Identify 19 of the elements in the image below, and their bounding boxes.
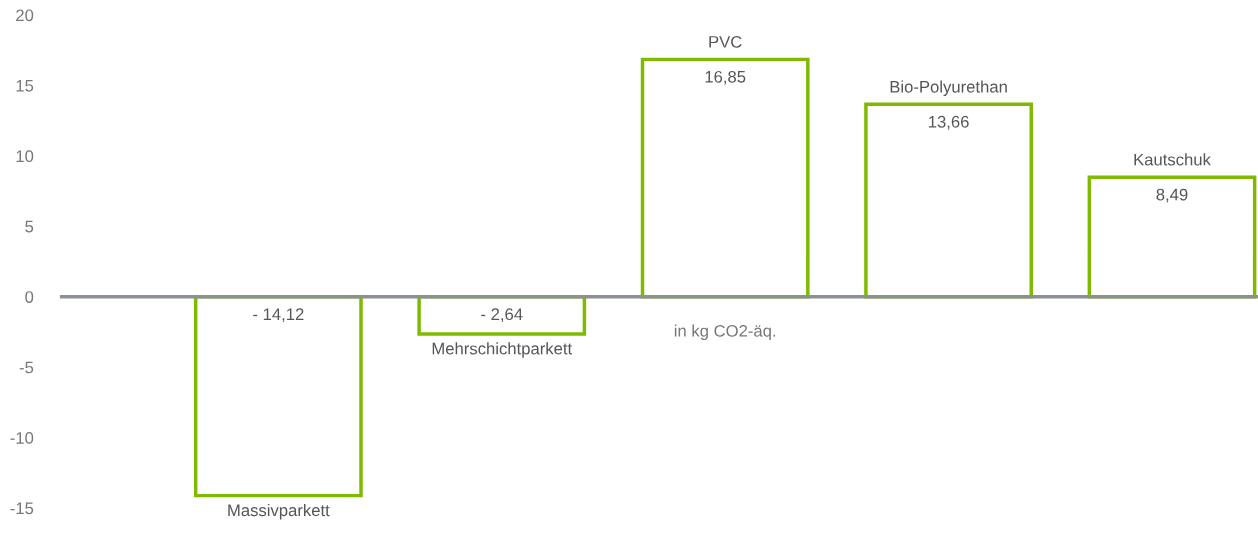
y-tick-label: 0 bbox=[25, 291, 34, 303]
data-label: - 14,12 bbox=[253, 308, 304, 323]
y-tick-label: 10 bbox=[16, 150, 34, 163]
y-tick-label: -5 bbox=[19, 361, 34, 374]
y-tick-label: 20 bbox=[16, 9, 34, 22]
data-label: 8,49 bbox=[1156, 188, 1188, 203]
y-tick-label: -15 bbox=[10, 502, 34, 515]
data-label: 13,66 bbox=[929, 115, 969, 130]
data-label: 16,85 bbox=[705, 70, 746, 85]
annotation: in kg CO2-äq. bbox=[674, 324, 776, 341]
x-tick-label: Bio-Polyurethan bbox=[890, 80, 1007, 96]
x-tick-label: PVC bbox=[709, 35, 742, 48]
y-tick-label: -10 bbox=[10, 431, 34, 444]
x-tick-label: Kautschuk bbox=[1134, 153, 1211, 166]
data-label: - 2,64 bbox=[481, 308, 523, 323]
y-tick-label: 15 bbox=[16, 80, 34, 92]
y-tick-label: 5 bbox=[25, 220, 34, 233]
x-tick-label: Massivparkett bbox=[228, 503, 330, 520]
x-tick-label: Mehrschichtparkett bbox=[432, 342, 573, 358]
